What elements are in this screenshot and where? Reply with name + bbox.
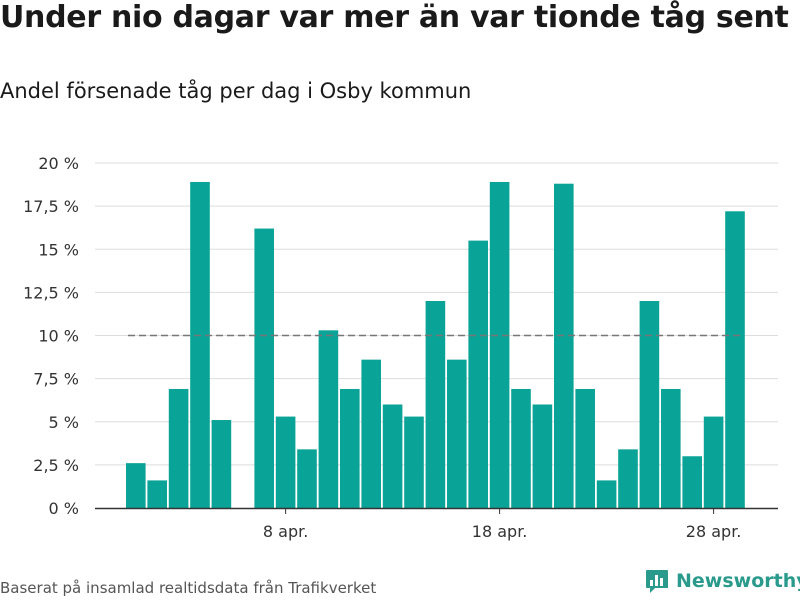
bar-chart-logo-icon: [646, 570, 668, 593]
bar: [575, 388, 595, 508]
bar: [554, 183, 574, 508]
bar: [703, 416, 724, 508]
x-tick-label: 28 apr.: [686, 522, 742, 541]
bar: [275, 416, 296, 508]
bar: [596, 480, 617, 508]
y-tick-label: 17,5 %: [23, 197, 79, 216]
bar: [725, 211, 745, 509]
x-tick-label: 18 apr.: [472, 522, 528, 541]
source-note: Baserat på insamlad realtidsdata från Tr…: [0, 579, 377, 597]
bar: [511, 388, 531, 508]
bar: [297, 449, 317, 508]
bar: [682, 456, 702, 508]
bar: [361, 359, 381, 508]
y-tick-label: 10 %: [38, 327, 79, 346]
bar: [618, 449, 638, 508]
bar: [211, 420, 232, 508]
y-tick-label: 7,5 %: [33, 370, 79, 389]
bar: [254, 228, 274, 509]
bar: [447, 359, 467, 508]
bar: [489, 181, 510, 508]
bar: [168, 388, 189, 508]
y-tick-label: 5 %: [49, 413, 79, 432]
y-tick-label: 2,5 %: [33, 456, 79, 475]
bar: [404, 416, 424, 508]
bar: [126, 463, 146, 508]
bar: [425, 301, 446, 508]
bar: [382, 404, 403, 508]
brand-logo[interactable]: Newsworthy: [644, 568, 800, 594]
brand-name: Newsworthy: [676, 570, 800, 592]
bar: [340, 388, 360, 508]
bar: [639, 301, 660, 508]
y-tick-label: 0 %: [49, 499, 79, 518]
bar: [190, 181, 210, 508]
bar: [147, 480, 167, 508]
bar: [532, 404, 553, 508]
chart-subtitle: Andel försenade tåg per dag i Osby kommu…: [0, 79, 472, 103]
y-tick-label: 15 %: [38, 240, 79, 259]
chart-title: Under nio dagar var mer än var tionde tå…: [0, 0, 789, 35]
x-tick-label: 8 apr.: [263, 522, 308, 541]
bar: [318, 330, 339, 508]
bar: [661, 388, 681, 508]
bar: [468, 240, 488, 508]
y-tick-label: 12,5 %: [23, 283, 79, 302]
y-tick-label: 20 %: [38, 154, 79, 173]
